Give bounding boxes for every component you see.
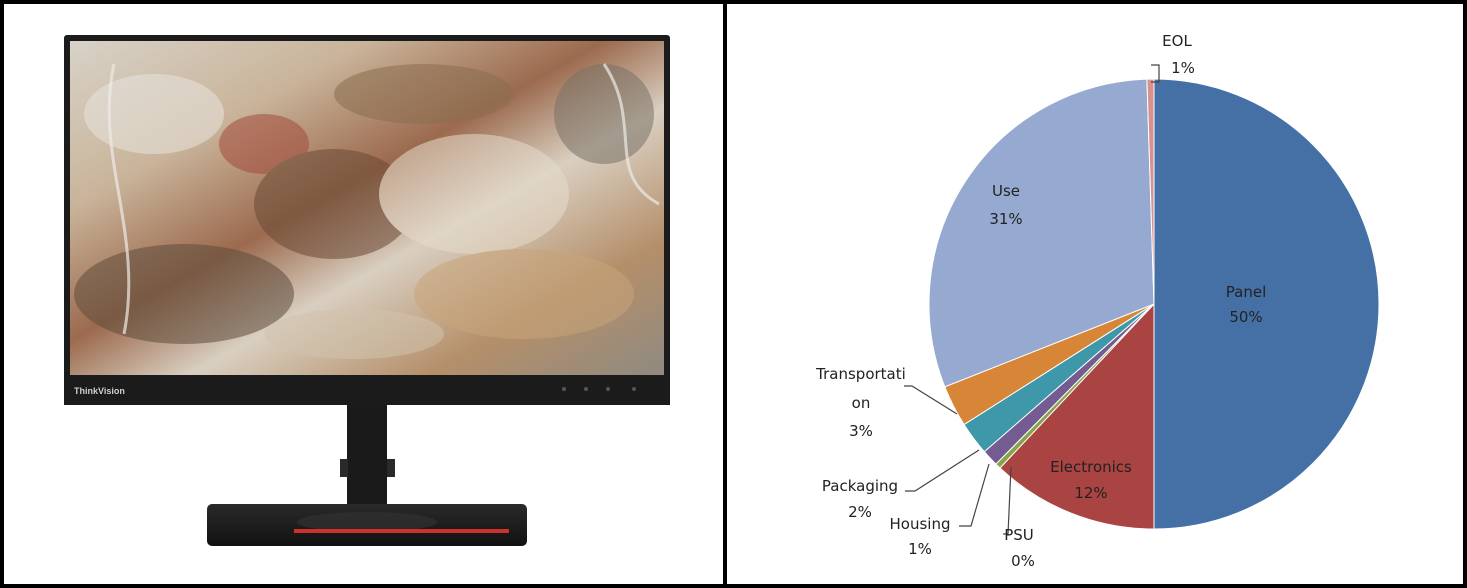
base-accent-stripe bbox=[294, 529, 509, 533]
pie-chart: Panel 50% Electronics 12% Use 31% EOL 1%… bbox=[815, 32, 1380, 570]
label-housing-name: Housing bbox=[890, 515, 951, 533]
label-packaging-pct: 2% bbox=[848, 503, 872, 521]
label-transportation-line2: on bbox=[852, 394, 871, 412]
label-eol-name: EOL bbox=[1162, 32, 1192, 50]
label-use-pct: 31% bbox=[989, 210, 1022, 228]
brand-logo: ThinkVision bbox=[74, 386, 125, 396]
label-housing-pct: 1% bbox=[908, 540, 932, 558]
leader-line-eol bbox=[1151, 64, 1160, 83]
label-use-name: Use bbox=[992, 182, 1020, 200]
label-psu-name: PSU bbox=[1004, 526, 1034, 544]
label-transportation-pct: 3% bbox=[849, 422, 873, 440]
pie-slice-eol bbox=[1146, 78, 1155, 305]
leader-line-psu bbox=[1003, 466, 1012, 535]
label-psu-pct: 0% bbox=[1011, 552, 1035, 570]
label-panel-pct: 50% bbox=[1229, 308, 1262, 326]
chart-panel: Panel 50% Electronics 12% Use 31% EOL 1%… bbox=[725, 0, 1467, 588]
monitor-stand bbox=[347, 405, 387, 521]
label-electronics-pct: 12% bbox=[1074, 484, 1107, 502]
label-panel-name: Panel bbox=[1226, 283, 1266, 301]
label-packaging-name: Packaging bbox=[822, 477, 898, 495]
label-electronics-name: Electronics bbox=[1050, 458, 1132, 476]
label-transportation-line1: Transportati bbox=[815, 365, 906, 383]
pie-slice-use bbox=[928, 78, 1155, 388]
monitor-photo: ThinkVision bbox=[64, 35, 670, 546]
pie-slices bbox=[928, 78, 1380, 530]
leader-lines bbox=[904, 64, 1160, 535]
pie-slice-electronics bbox=[999, 302, 1155, 530]
monitor-buttons bbox=[562, 387, 636, 391]
leader-line-housing bbox=[959, 463, 990, 527]
leader-line-packaging bbox=[905, 449, 980, 492]
label-eol-pct: 1% bbox=[1171, 59, 1195, 77]
product-photo-panel: ThinkVision bbox=[0, 0, 725, 588]
leader-line-transportation bbox=[904, 385, 958, 415]
pie-slice-panel bbox=[1153, 78, 1380, 530]
